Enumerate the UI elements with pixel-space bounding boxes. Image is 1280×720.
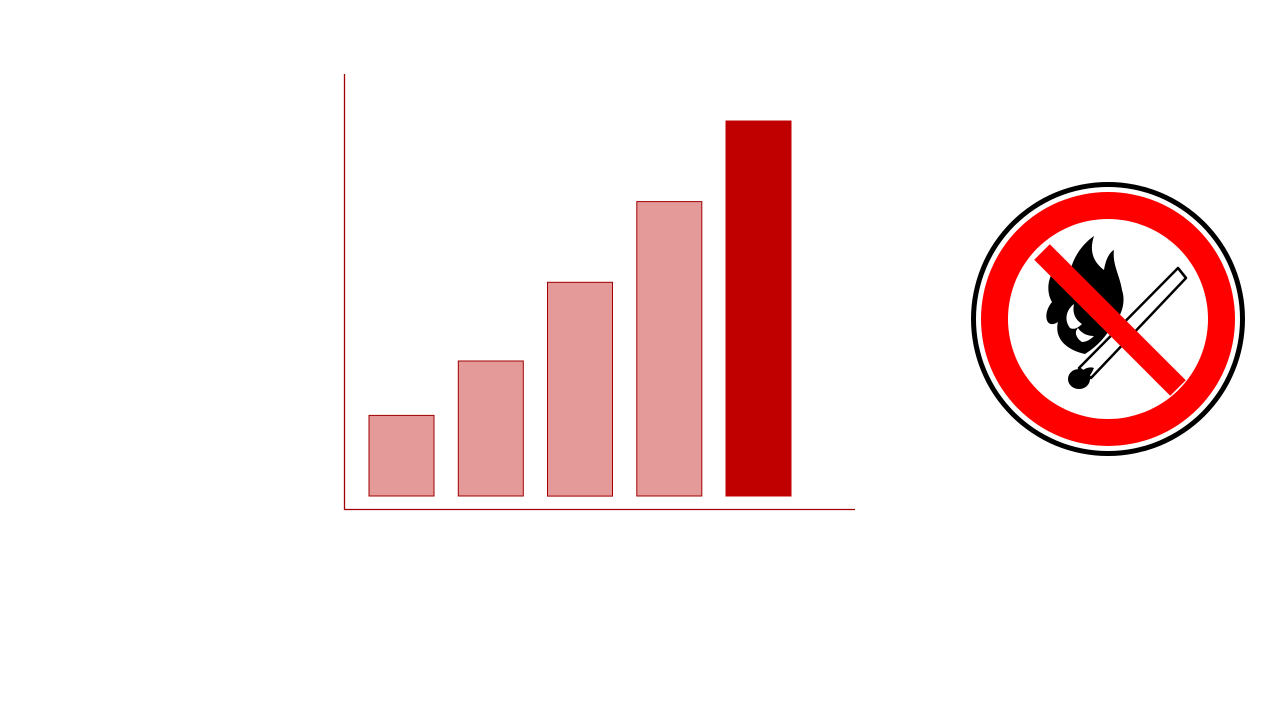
no-open-flame-prohibition-icon: [971, 182, 1245, 456]
bar-5: [725, 120, 792, 497]
bars: [368, 120, 792, 497]
match-icon: [1068, 266, 1188, 389]
prohibition-sign: [966, 178, 1250, 462]
sign-bar: [1034, 244, 1186, 396]
bar-4: [636, 201, 703, 497]
bar-1: [368, 414, 435, 497]
bar-2: [457, 360, 524, 497]
bar-3: [547, 281, 613, 497]
